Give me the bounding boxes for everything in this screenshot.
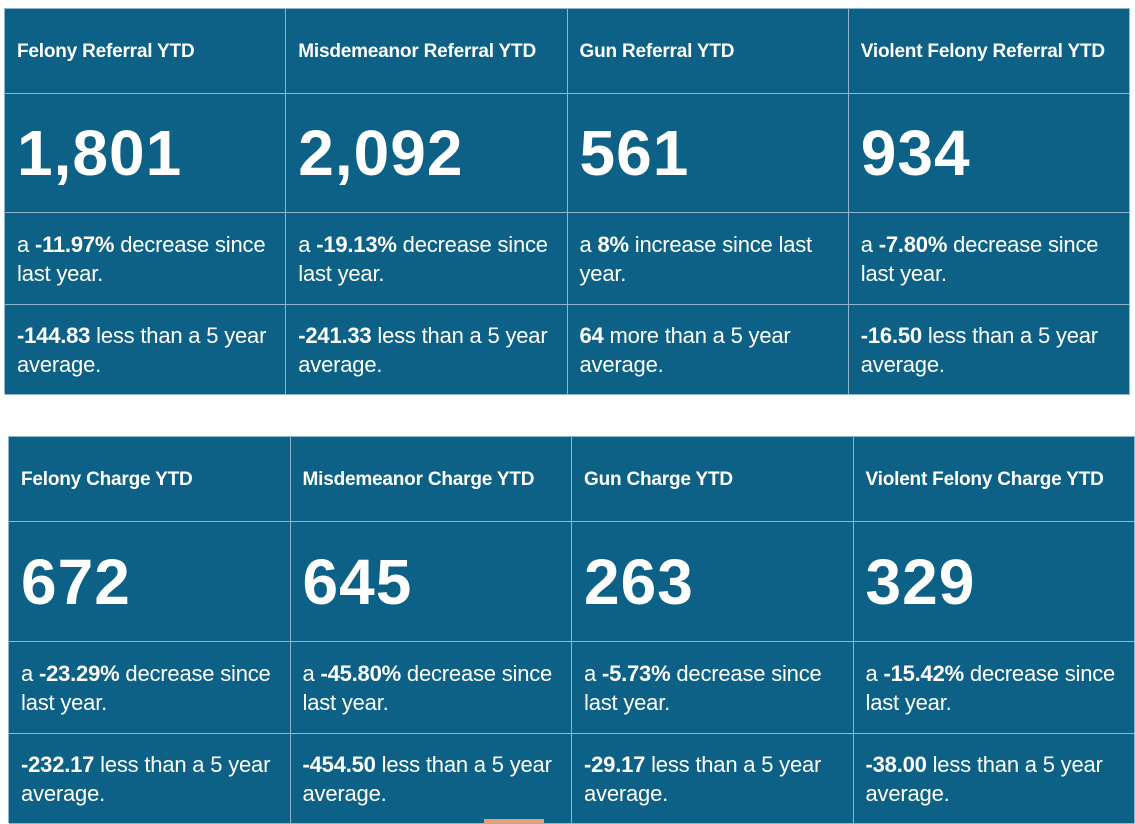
gun-charge-value-text: 263 [584,545,694,619]
average-value: -232.17 [21,752,94,777]
felony-charge-value: 672 [9,522,291,642]
misdemeanor-charge-title-text: Misdemeanor Charge YTD [303,467,535,492]
average-value: 64 [580,323,604,348]
gun-referral-value: 561 [568,94,849,213]
violent-felony-charge-change: a -15.42% decrease since last year. [854,642,1135,734]
bottom-accent-strip [484,819,544,823]
misdemeanor-charge-average: -454.50 less than a 5 year average. [291,734,573,824]
gun-referral-title-text: Gun Referral YTD [580,39,735,64]
change-prefix: a [861,232,879,257]
change-value: -23.29% [39,661,120,686]
change-value: -19.13% [316,232,397,257]
felony-referral-value: 1,801 [5,94,286,213]
gun-charge-value: 263 [572,522,854,642]
misdemeanor-charge-value: 645 [291,522,573,642]
change-value: 8% [597,232,628,257]
gun-referral-change: a 8% increase since last year. [568,213,849,305]
change-value: -5.73% [602,661,671,686]
violent-felony-referral-value: 934 [849,94,1130,213]
change-prefix: a [866,661,884,686]
violent-felony-charge-title: Violent Felony Charge YTD [854,437,1135,522]
misdemeanor-referral-value-text: 2,092 [298,116,463,190]
misdemeanor-charge-change: a -45.80% decrease since last year. [291,642,573,734]
misdemeanor-referral-average: -241.33 less than a 5 year average. [286,305,567,395]
change-prefix: a [17,232,35,257]
violent-felony-referral-change: a -7.80% decrease since last year. [849,213,1130,305]
felony-referral-average: -144.83 less than a 5 year average. [5,305,286,395]
felony-charge-title-text: Felony Charge YTD [21,467,193,492]
gun-charge-title-text: Gun Charge YTD [584,467,733,492]
felony-charge-change: a -23.29% decrease since last year. [9,642,291,734]
change-prefix: a [303,661,321,686]
average-value: -454.50 [303,752,376,777]
average-value: -144.83 [17,323,90,348]
violent-felony-referral-value-text: 934 [861,116,971,190]
felony-referral-title: Felony Referral YTD [5,9,286,94]
change-prefix: a [580,232,598,257]
violent-felony-charge-value: 329 [854,522,1135,642]
felony-charge-value-text: 672 [21,545,131,619]
gun-charge-title: Gun Charge YTD [572,437,854,522]
charge-stats-table: Felony Charge YTD Misdemeanor Charge YTD… [8,436,1135,823]
felony-referral-change: a -11.97% decrease since last year. [5,213,286,305]
misdemeanor-referral-value: 2,092 [286,94,567,213]
change-value: -11.97% [35,232,114,257]
misdemeanor-charge-value-text: 645 [303,545,413,619]
average-value: -29.17 [584,752,645,777]
felony-charge-title: Felony Charge YTD [9,437,291,522]
gun-charge-change: a -5.73% decrease since last year. [572,642,854,734]
average-value: -38.00 [866,752,927,777]
average-value: -241.33 [298,323,371,348]
violent-felony-charge-average: -38.00 less than a 5 year average. [854,734,1135,824]
felony-referral-title-text: Felony Referral YTD [17,39,194,64]
average-value: -16.50 [861,323,922,348]
violent-felony-referral-title-text: Violent Felony Referral YTD [861,39,1105,64]
misdemeanor-referral-title-text: Misdemeanor Referral YTD [298,39,536,64]
gun-referral-title: Gun Referral YTD [568,9,849,94]
felony-referral-value-text: 1,801 [17,116,182,190]
change-value: -7.80% [879,232,948,257]
gun-referral-average: 64 more than a 5 year average. [568,305,849,395]
gun-referral-value-text: 561 [580,116,690,190]
violent-felony-referral-title: Violent Felony Referral YTD [849,9,1130,94]
change-prefix: a [584,661,602,686]
change-value: -45.80% [320,661,401,686]
misdemeanor-referral-title: Misdemeanor Referral YTD [286,9,567,94]
change-value: -15.42% [883,661,964,686]
misdemeanor-referral-change: a -19.13% decrease since last year. [286,213,567,305]
violent-felony-charge-title-text: Violent Felony Charge YTD [866,467,1104,492]
referral-stats-table: Felony Referral YTD Misdemeanor Referral… [4,8,1130,394]
change-prefix: a [21,661,39,686]
violent-felony-referral-average: -16.50 less than a 5 year average. [849,305,1130,395]
misdemeanor-charge-title: Misdemeanor Charge YTD [291,437,573,522]
violent-felony-charge-value-text: 329 [866,545,976,619]
change-prefix: a [298,232,316,257]
average-suffix: more than a 5 year average. [580,323,791,377]
gun-charge-average: -29.17 less than a 5 year average. [572,734,854,824]
felony-charge-average: -232.17 less than a 5 year average. [9,734,291,824]
